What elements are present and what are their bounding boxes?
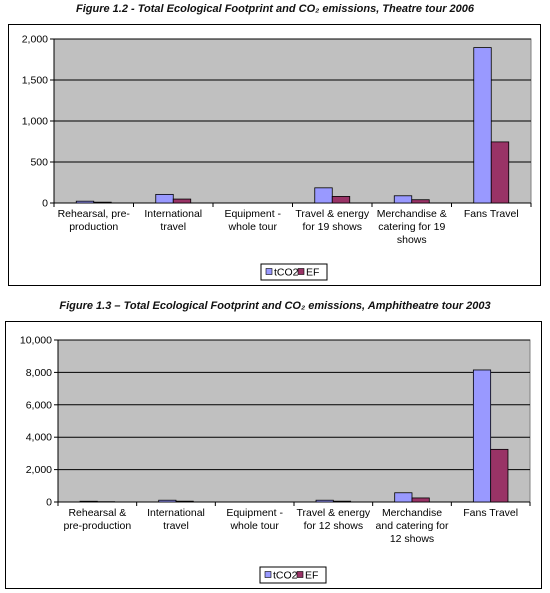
x-category-label: Equipment -whole tour xyxy=(224,208,281,233)
legend-label-tco2: tCO2 xyxy=(274,267,299,279)
legend-swatch-ef xyxy=(297,572,303,578)
x-category-label-line: whole tour xyxy=(228,221,278,233)
bar-tco2-4 xyxy=(315,188,332,203)
bar-ef-4 xyxy=(333,501,350,502)
y-tick-label: 1,000 xyxy=(22,116,48,128)
bar-ef-1 xyxy=(94,202,111,203)
bar-tco2-2 xyxy=(156,194,173,203)
bar-tco2-4 xyxy=(316,500,333,502)
y-tick-label: 500 xyxy=(30,157,48,169)
chart-1-2-container: 0 500 1,000 1,500 2,000 Rehearsal, pre-produc… xyxy=(8,24,541,286)
bar-tco2-5 xyxy=(394,196,411,203)
y-tick-label: 8,000 xyxy=(26,367,52,379)
x-category-label-line: pre-production xyxy=(63,520,131,532)
x-category-label-line: Equipment - xyxy=(226,507,283,519)
y-tick-label: 2,000 xyxy=(26,464,52,476)
legend-swatch-ef xyxy=(298,269,304,275)
x-category-label: Rehearsal, pre-production xyxy=(58,208,131,233)
x-category-label: Fans Travel xyxy=(463,507,518,519)
bar-ef-2 xyxy=(173,199,190,203)
x-category-label-line: Travel & energy xyxy=(295,208,369,220)
bar-tco2-6 xyxy=(473,370,490,502)
x-category-label-line: for 19 shows xyxy=(302,221,362,233)
legend-label-ef: EF xyxy=(305,570,318,582)
plot-area xyxy=(58,340,530,502)
bar-ef-5 xyxy=(412,498,429,502)
chart-1-3: 0 2,000 4,000 6,000 8,000 10,000 Rehearsal &pr… xyxy=(6,322,541,588)
chart-1-2: 0 500 1,000 1,500 2,000 Rehearsal, pre-produc… xyxy=(9,25,540,285)
bar-tco2-1 xyxy=(80,501,97,502)
bar-tco2-2 xyxy=(159,500,176,502)
bar-tco2-6 xyxy=(474,48,491,203)
x-category-label-line: catering for 19 xyxy=(378,221,445,233)
x-category-label-line: whole tour xyxy=(229,520,279,532)
x-category-label: Equipment -whole tour xyxy=(226,507,283,532)
bar-ef-5 xyxy=(412,200,429,203)
figure-1-2-caption: Figure 1.2 - Total Ecological Footprint … xyxy=(0,3,550,15)
x-category-label-line: for 12 shows xyxy=(304,520,364,532)
x-category-label-line: Rehearsal, pre- xyxy=(58,208,131,220)
x-category-label: Fans Travel xyxy=(464,208,519,220)
y-tick-label: 1,500 xyxy=(22,75,48,87)
x-category-label-line: Merchandise & xyxy=(377,208,447,220)
x-category-label-line: Fans Travel xyxy=(464,208,519,220)
x-category-label-line: International xyxy=(144,208,202,220)
legend-label-tco2: tCO2 xyxy=(273,570,298,582)
x-category-label-line: Equipment - xyxy=(224,208,281,220)
x-category-label-line: International xyxy=(147,507,205,519)
bar-ef-6 xyxy=(491,449,508,502)
y-tick-label: 4,000 xyxy=(26,432,52,444)
legend-swatch-tco2 xyxy=(265,572,271,578)
chart-1-3-container: 0 2,000 4,000 6,000 8,000 10,000 Rehearsal &pr… xyxy=(5,321,542,589)
y-tick-label: 0 xyxy=(42,198,48,210)
y-tick-label: 0 xyxy=(46,497,52,509)
y-tick-label: 6,000 xyxy=(26,399,52,411)
bar-tco2-1 xyxy=(76,201,93,203)
x-category-label-line: shows xyxy=(397,234,427,246)
x-category-label-line: Travel & energy xyxy=(296,507,370,519)
x-category-label-line: travel xyxy=(160,221,186,233)
legend-swatch-tco2 xyxy=(266,269,272,275)
bar-ef-4 xyxy=(332,196,349,203)
y-tick-label: 2,000 xyxy=(22,34,48,46)
y-tick-label: 10,000 xyxy=(20,335,52,347)
x-category-label-line: Merchandise xyxy=(382,507,442,519)
figure-1-3-caption: Figure 1.3 – Total Ecological Footprint … xyxy=(0,300,550,312)
x-category-label-line: travel xyxy=(163,520,189,532)
bar-ef-2 xyxy=(176,501,193,502)
bar-tco2-5 xyxy=(395,493,412,502)
x-category-label-line: and catering for xyxy=(376,520,449,532)
bar-ef-6 xyxy=(491,142,508,203)
x-category-label-line: Rehearsal & xyxy=(68,507,126,519)
legend-label-ef: EF xyxy=(306,267,319,279)
x-category-label-line: 12 shows xyxy=(390,533,434,545)
x-category-label-line: production xyxy=(69,221,118,233)
x-category-label-line: Fans Travel xyxy=(463,507,518,519)
x-category-label: Rehearsal &pre-production xyxy=(63,507,131,532)
